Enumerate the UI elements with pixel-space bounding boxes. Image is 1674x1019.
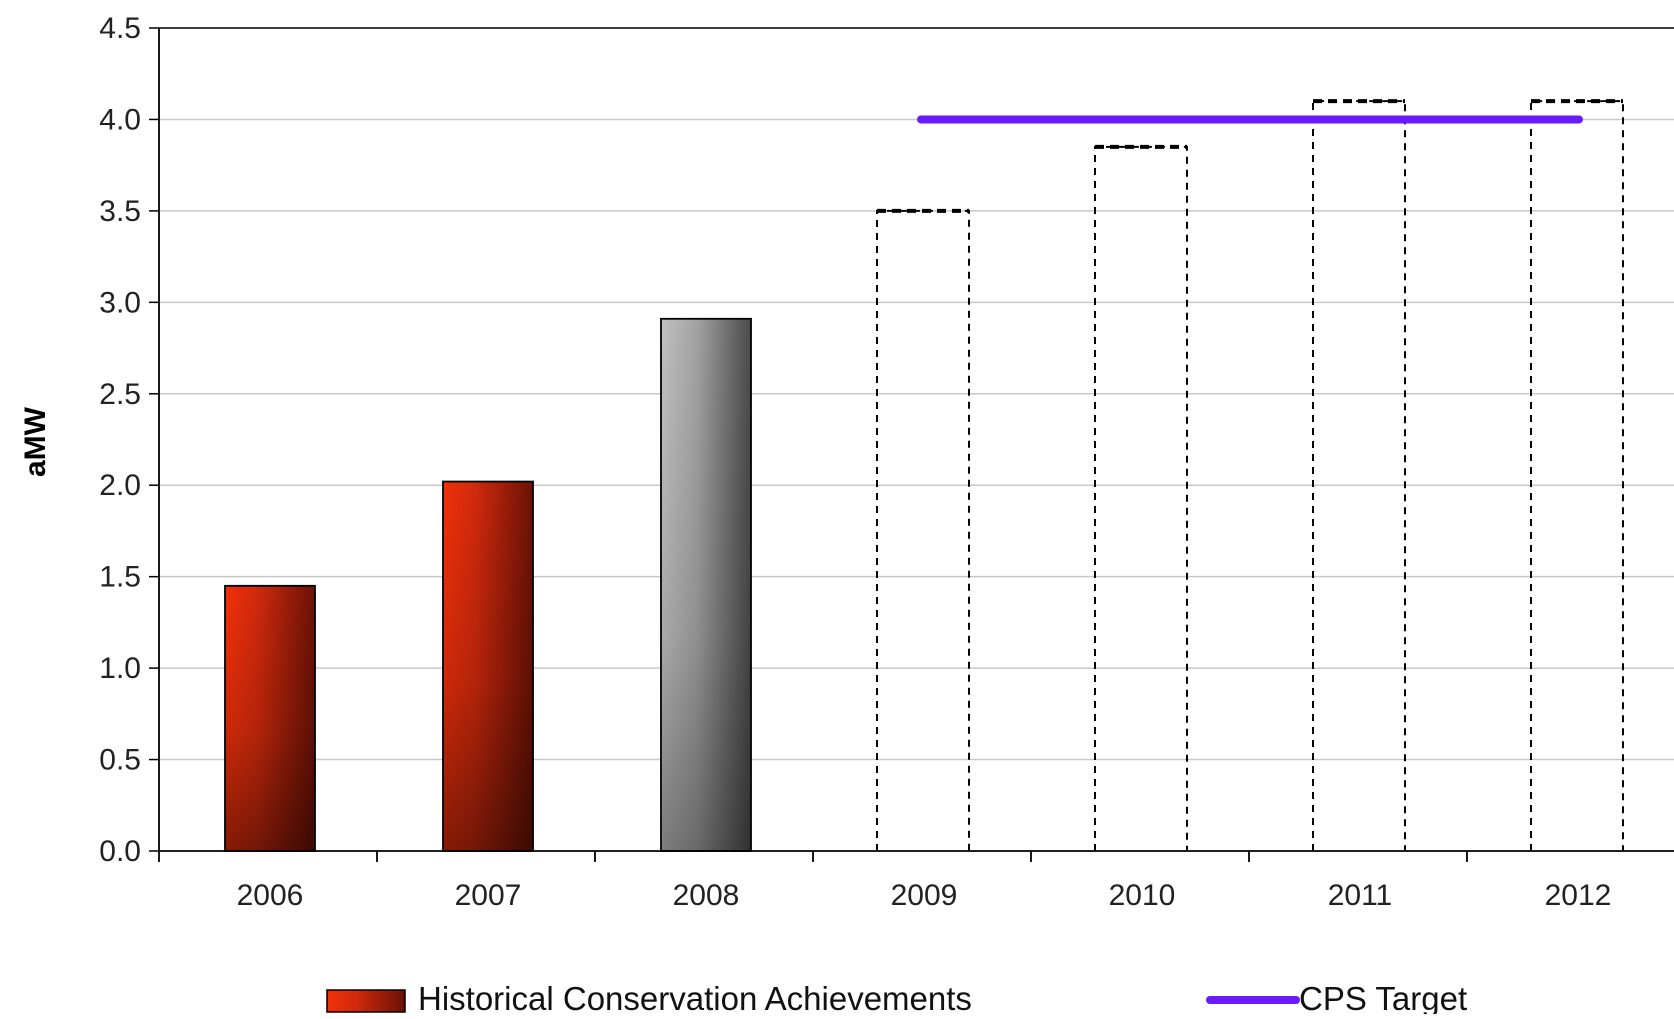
legend-label-historical: Historical Conservation Achievements bbox=[418, 980, 972, 1014]
gridlines bbox=[159, 118, 1674, 761]
y-tick-label: 1.0 bbox=[99, 652, 141, 685]
x-tick-label-2010: 2010 bbox=[1109, 879, 1176, 912]
legend: Historical Conservation Achievements CPS… bbox=[326, 980, 1467, 1017]
bar-dashed-2010 bbox=[1094, 144, 1188, 851]
bars-group bbox=[224, 99, 1624, 852]
legend-label-cps-target: CPS Target bbox=[1299, 980, 1467, 1014]
x-tick-label-2009: 2009 bbox=[891, 879, 958, 912]
y-tick-labels: 0.0 0.5 1.0 1.5 2.0 2.5 3.0 3.5 4.0 4.5 bbox=[99, 12, 141, 868]
y-tick-label: 0.5 bbox=[99, 744, 141, 777]
x-tick-label-2012: 2012 bbox=[1545, 879, 1612, 912]
y-tick-label: 4.0 bbox=[99, 103, 141, 136]
bar-dashed-2011 bbox=[1312, 99, 1406, 851]
y-tick-label: 0.0 bbox=[99, 835, 141, 868]
y-tick-label: 1.5 bbox=[99, 561, 141, 594]
axes-group bbox=[149, 27, 1674, 862]
y-tick-label: 3.0 bbox=[99, 286, 141, 319]
x-tick-labels: 2006 2007 2008 2009 2010 2011 2012 bbox=[237, 879, 1612, 912]
y-axis-title: aMW bbox=[19, 406, 52, 477]
bar-shade-2007 bbox=[444, 482, 532, 850]
x-tick-label-2006: 2006 bbox=[237, 879, 304, 912]
bar-dashed-outline bbox=[1312, 100, 1406, 851]
bar-dashed-outline bbox=[1530, 100, 1624, 851]
x-tick-label-2011: 2011 bbox=[1328, 879, 1393, 912]
bar-shade-2006 bbox=[226, 586, 314, 850]
bar-shade-2008 bbox=[662, 319, 750, 850]
bar-dashed-2009 bbox=[876, 208, 970, 851]
bar-dashed-outline bbox=[876, 209, 970, 851]
y-tick-label: 4.5 bbox=[99, 12, 141, 45]
x-tick-label-2007: 2007 bbox=[455, 879, 522, 912]
x-tick-label-2008: 2008 bbox=[673, 879, 740, 912]
y-tick-label: 2.5 bbox=[99, 378, 141, 411]
y-tick-label: 2.0 bbox=[99, 469, 141, 502]
bar-dashed-2012 bbox=[1530, 99, 1624, 851]
y-tick-label: 3.5 bbox=[99, 195, 141, 228]
bar-dashed-outline bbox=[1094, 145, 1188, 851]
legend-swatch-historical bbox=[326, 989, 406, 1013]
